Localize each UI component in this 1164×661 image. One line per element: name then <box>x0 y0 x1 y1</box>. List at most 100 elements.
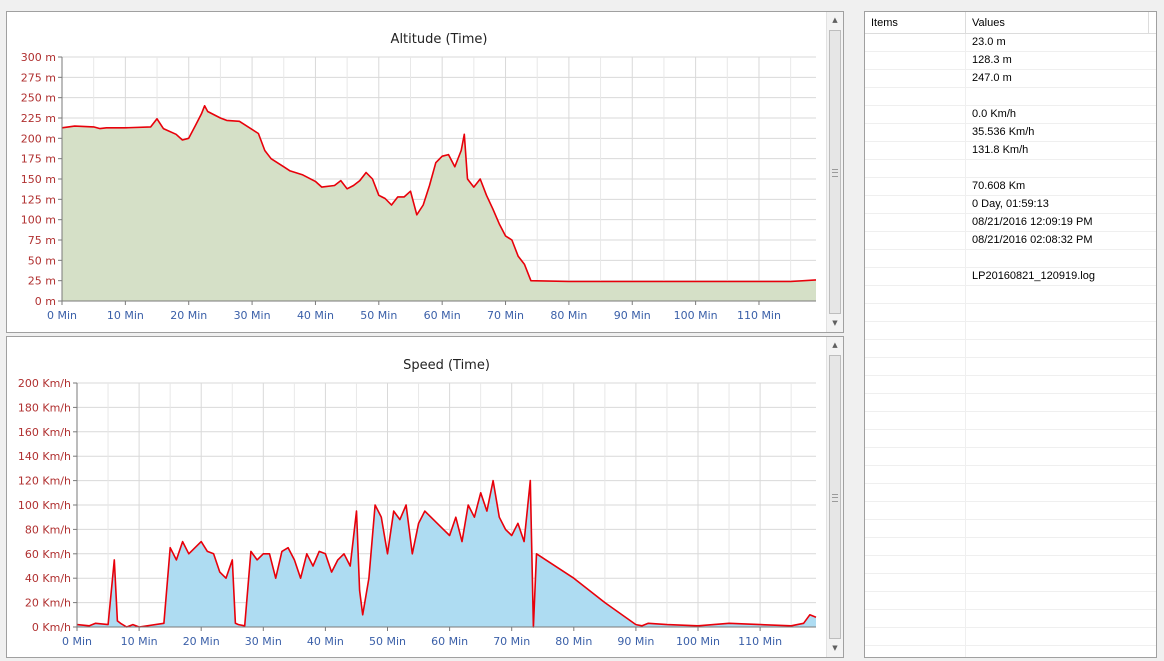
y-tick-label: 175 m <box>21 153 56 166</box>
item-cell <box>865 178 966 195</box>
scroll-up-arrow-icon[interactable]: ▲ <box>832 341 838 349</box>
y-tick-label: 200 m <box>21 132 56 145</box>
y-tick-label: 0 Km/h <box>32 621 71 634</box>
x-tick-label: 80 Min <box>555 635 592 648</box>
value-cell <box>966 250 1149 267</box>
altitude-chart: Altitude (Time) 0 m 25 m 50 m 75 m 100 m 125 m… <box>21 32 817 322</box>
altitude-scrollbar[interactable]: ▲ ▼ <box>826 12 843 332</box>
speed-scrollbar[interactable]: ▲ ▼ <box>826 337 843 657</box>
y-tick-label: 25 m <box>28 275 56 288</box>
y-tick-label: 160 Km/h <box>18 426 71 439</box>
scroll-up-arrow-icon[interactable]: ▲ <box>832 16 838 24</box>
list-item[interactable] <box>865 538 1156 556</box>
list-item[interactable] <box>865 646 1156 657</box>
item-cell <box>865 214 966 231</box>
list-item[interactable] <box>865 448 1156 466</box>
x-tick-label: 0 Min <box>47 309 77 322</box>
list-item[interactable]: 35.536 Km/h <box>865 124 1156 142</box>
item-cell <box>865 574 966 591</box>
value-cell <box>966 88 1149 105</box>
x-tick-label: 90 Min <box>614 309 651 322</box>
value-cell: 08/21/2016 02:08:32 PM <box>972 234 1093 246</box>
series-line <box>76 479 817 628</box>
item-cell <box>865 232 966 249</box>
list-item[interactable]: 08/21/2016 12:09:19 PM <box>865 214 1156 232</box>
item-cell <box>865 430 966 447</box>
item-cell <box>865 412 966 429</box>
y-tick-label: 100 m <box>21 214 56 227</box>
column-header-values[interactable]: Values <box>966 12 1149 33</box>
value-cell: 70.608 Km <box>972 180 1026 192</box>
list-item[interactable] <box>865 466 1156 484</box>
scroll-down-arrow-icon[interactable]: ▼ <box>832 644 838 652</box>
list-item[interactable] <box>865 412 1156 430</box>
list-item[interactable]: 70.608 Km <box>865 178 1156 196</box>
list-item[interactable]: 0.0 Km/h <box>865 106 1156 124</box>
list-item[interactable] <box>865 628 1156 646</box>
list-item[interactable]: 23.0 m <box>865 34 1156 52</box>
x-tick-label: 10 Min <box>121 635 158 648</box>
item-cell <box>865 358 966 375</box>
list-item[interactable]: 08/21/2016 02:08:32 PM <box>865 232 1156 250</box>
value-cell <box>966 430 1149 447</box>
x-tick-label: 10 Min <box>107 309 144 322</box>
value-cell <box>966 574 1149 591</box>
list-item[interactable] <box>865 358 1156 376</box>
value-cell: 0 Day, 01:59:13 <box>972 198 1049 210</box>
list-item[interactable]: 128.3 m <box>865 52 1156 70</box>
value-cell <box>966 340 1149 357</box>
item-cell <box>865 304 966 321</box>
list-item[interactable] <box>865 430 1156 448</box>
scrollbar-thumb[interactable] <box>829 30 841 314</box>
list-item[interactable]: 0 Day, 01:59:13 <box>865 196 1156 214</box>
list-item[interactable]: 247.0 m <box>865 70 1156 88</box>
item-cell <box>865 520 966 537</box>
item-cell <box>865 34 966 51</box>
value-cell <box>966 448 1149 465</box>
series-area <box>77 480 816 627</box>
list-item[interactable] <box>865 88 1156 106</box>
item-cell <box>865 556 966 573</box>
x-tick-label: 30 Min <box>245 635 282 648</box>
value-cell <box>966 466 1149 483</box>
list-item[interactable] <box>865 484 1156 502</box>
list-item[interactable] <box>865 286 1156 304</box>
item-cell <box>865 250 966 267</box>
scroll-grip-icon <box>832 169 838 177</box>
list-item[interactable] <box>865 502 1156 520</box>
value-cell <box>966 160 1149 177</box>
list-item[interactable] <box>865 250 1156 268</box>
x-tick-label: 40 Min <box>297 309 334 322</box>
y-tick-label: 180 Km/h <box>18 401 71 414</box>
list-item[interactable] <box>865 574 1156 592</box>
list-item[interactable] <box>865 592 1156 610</box>
list-item[interactable] <box>865 610 1156 628</box>
list-item[interactable] <box>865 304 1156 322</box>
y-tick-label: 80 Km/h <box>25 523 71 536</box>
list-item[interactable] <box>865 160 1156 178</box>
list-item[interactable] <box>865 394 1156 412</box>
value-cell: 131.8 Km/h <box>972 144 1029 156</box>
list-item[interactable]: LP20160821_120919.log <box>865 268 1156 286</box>
list-item[interactable] <box>865 556 1156 574</box>
y-tick-label: 250 m <box>21 92 56 105</box>
list-item[interactable]: 131.8 Km/h <box>865 142 1156 160</box>
scroll-down-arrow-icon[interactable]: ▼ <box>832 319 838 327</box>
column-header-items[interactable]: Items <box>865 12 966 33</box>
list-item[interactable] <box>865 520 1156 538</box>
x-tick-label: 30 Min <box>234 309 271 322</box>
altitude-chart-panel: Altitude (Time) 0 m 25 m 50 m 75 m 100 m 125 m… <box>6 11 844 333</box>
scrollbar-thumb[interactable] <box>829 355 841 639</box>
item-cell <box>865 466 966 483</box>
item-cell <box>865 340 966 357</box>
values-list[interactable]: Items Values 23.0 m 128.3 m 247.0 m 0.0 Km/… <box>864 11 1157 658</box>
item-cell <box>865 448 966 465</box>
list-item[interactable] <box>865 340 1156 358</box>
value-cell <box>966 322 1149 339</box>
item-cell <box>865 70 966 87</box>
list-item[interactable] <box>865 376 1156 394</box>
value-cell <box>966 556 1149 573</box>
value-cell: 247.0 m <box>972 72 1012 84</box>
list-item[interactable] <box>865 322 1156 340</box>
item-cell <box>865 592 966 609</box>
